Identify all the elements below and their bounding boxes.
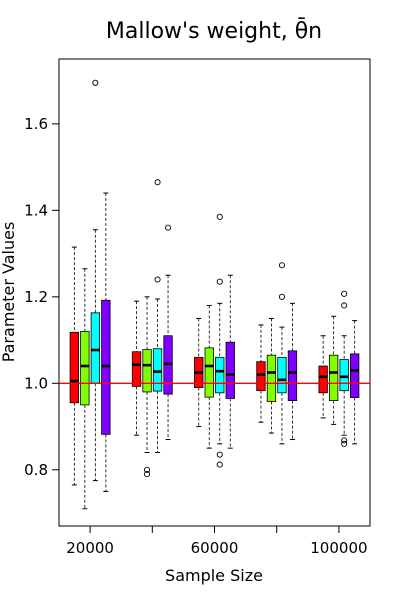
box-group <box>318 290 360 447</box>
outlier-point <box>154 179 161 186</box>
y-tick-label: 1.2 <box>24 288 48 306</box>
box <box>287 350 298 402</box>
box <box>328 354 339 402</box>
outlier-point <box>164 224 172 231</box>
outlier-point <box>216 213 223 220</box>
x-tick-label: 20000 <box>66 539 114 557</box>
box <box>266 354 277 402</box>
box <box>256 361 266 392</box>
outlier-point <box>341 290 348 297</box>
x-axis-label: Sample Size <box>165 566 263 585</box>
outlier-point <box>216 278 223 285</box>
box <box>215 356 225 394</box>
outlier-point <box>278 262 286 269</box>
outlier-point <box>92 79 99 86</box>
outlier-point <box>341 440 348 447</box>
outlier-point <box>154 276 161 283</box>
y-tick-label: 0.8 <box>24 461 48 479</box>
x-tick-label: 60000 <box>191 539 239 557</box>
outlier-point <box>143 466 151 473</box>
box <box>90 312 100 384</box>
box <box>318 365 328 394</box>
box-groups <box>69 79 360 510</box>
box <box>225 341 235 399</box>
x-axis: 20000 60000 100000 <box>66 526 368 557</box>
outlier-point <box>278 293 286 300</box>
y-axis-label: Parameter Values <box>0 222 18 363</box>
box <box>349 353 360 398</box>
outlier-point <box>143 471 151 478</box>
box-group <box>69 79 111 510</box>
box <box>80 331 90 406</box>
box-group <box>131 179 173 478</box>
box <box>142 349 152 393</box>
box <box>204 347 214 398</box>
outlier-point <box>216 451 223 458</box>
outlier-point <box>216 461 223 468</box>
box-group <box>194 213 235 468</box>
box <box>69 331 79 404</box>
y-axis: 0.8 1.0 1.2 1.4 1.6 <box>24 115 59 479</box>
box <box>152 348 163 392</box>
box <box>131 351 142 387</box>
y-tick-label: 1.4 <box>24 201 48 219</box>
y-tick-label: 1.0 <box>24 374 48 392</box>
chart-title: Mallow's weight, θ̄n <box>106 18 322 44</box>
box <box>339 359 349 392</box>
outlier-point <box>341 302 348 309</box>
y-tick-label: 1.6 <box>24 115 48 133</box>
box <box>277 356 287 394</box>
x-tick-label: 100000 <box>310 539 367 557</box>
box-group <box>256 262 298 445</box>
outlier-point <box>341 437 348 444</box>
